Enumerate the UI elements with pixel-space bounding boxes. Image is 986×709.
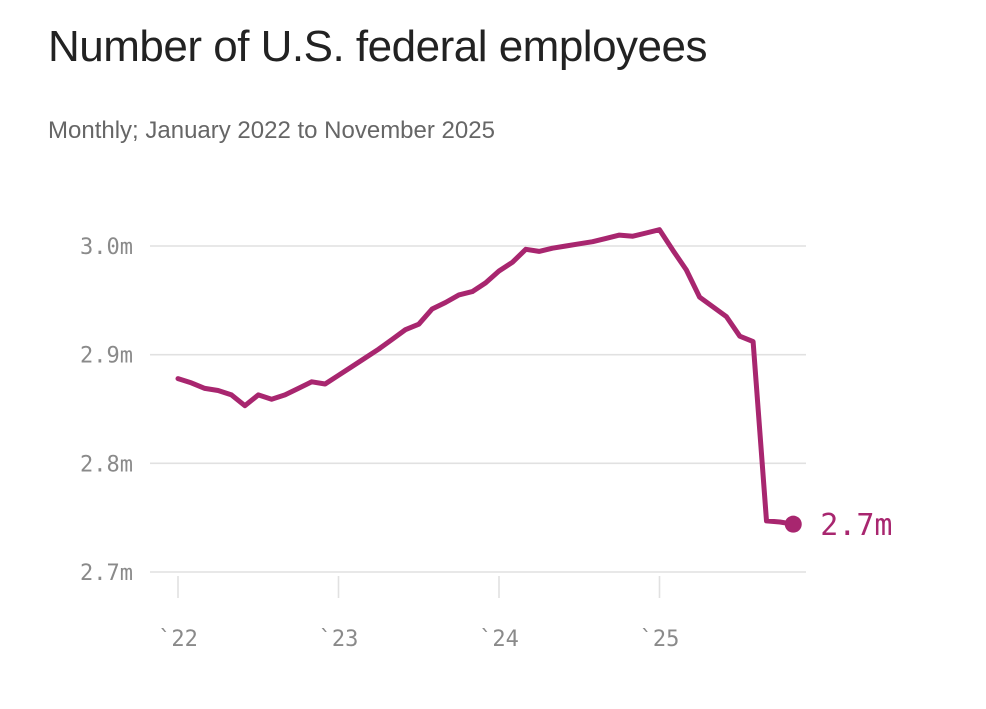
x-tick-label: `22	[158, 627, 198, 652]
end-point-marker	[784, 515, 802, 533]
x-axis: `22 `23 `24 `25	[158, 576, 679, 652]
chart-title: Number of U.S. federal employees	[48, 22, 707, 71]
y-tick-label: 3.0m	[80, 235, 133, 260]
gridlines	[150, 245, 806, 573]
y-tick-label: 2.7m	[80, 561, 133, 586]
end-annotation: 2.7m	[820, 508, 892, 543]
chart-subtitle: Monthly; January 2022 to November 2025	[48, 117, 495, 144]
series-federal-employees	[175, 227, 802, 533]
x-tick-label: `23	[319, 627, 359, 652]
y-tick-label: 2.9m	[80, 344, 133, 369]
end-value-label: 2.7m	[820, 508, 892, 543]
series-line	[175, 227, 796, 527]
y-tick-label: 2.8m	[80, 452, 133, 477]
x-tick-label: `25	[640, 627, 680, 652]
x-tick-label: `24	[479, 627, 519, 652]
y-axis: 3.0m 2.9m 2.8m 2.7m	[80, 235, 133, 586]
